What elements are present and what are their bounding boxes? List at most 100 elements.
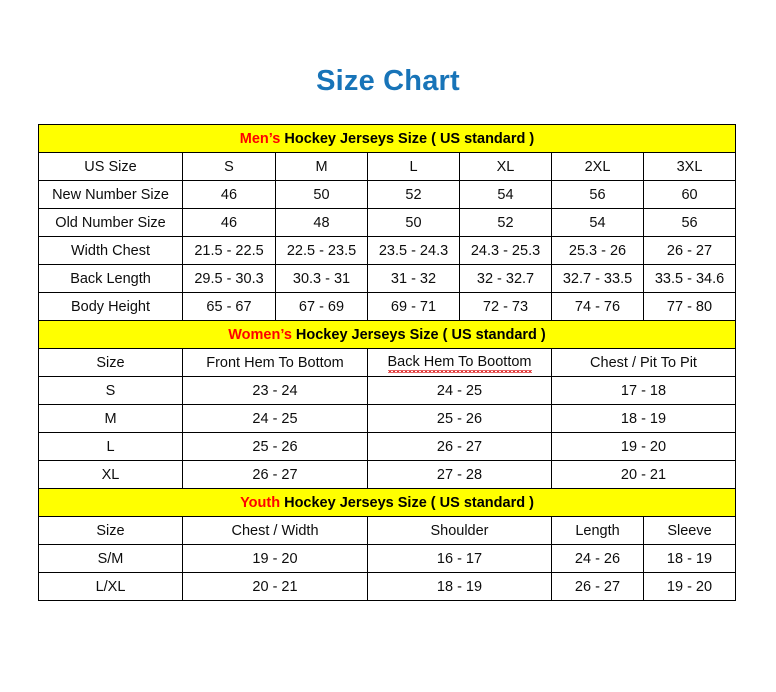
table-row: Back Length 29.5 - 30.3 30.3 - 31 31 - 3… [38,264,737,293]
womens-banner-accent: Women’s [228,326,292,343]
table-cell: 18 - 19 [367,572,552,601]
youth-header-chest-width: Chest / Width [182,516,368,545]
table-row: XL 26 - 27 27 - 28 20 - 21 [38,460,737,489]
table-cell: 26 - 27 [642,236,737,265]
mens-header-m: M [275,152,368,181]
mens-row-label-body-height: Body Height [38,292,183,321]
mens-banner-rest: Hockey Jerseys Size ( US standard ) [280,130,535,147]
table-cell: 22.5 - 23.5 [275,236,368,265]
mens-header-xl: XL [459,152,552,181]
table-cell: 31 - 32 [367,264,460,293]
table-cell: 18 - 19 [642,544,737,573]
table-cell: 21.5 - 22.5 [182,236,276,265]
table-cell: 20 - 21 [550,460,737,489]
mens-row-label-new-number-size: New Number Size [38,180,183,209]
table-cell: 26 - 27 [551,572,644,601]
mens-section-banner: Men’s Hockey Jerseys Size ( US standard … [37,124,737,153]
mens-header-us-size: US Size [38,152,183,181]
mens-row-label-old-number-size: Old Number Size [38,208,183,237]
table-cell: 25 - 26 [367,404,552,433]
table-row: S/M 19 - 20 16 - 17 24 - 26 18 - 19 [38,544,737,573]
table-cell: 65 - 67 [182,292,276,321]
size-chart-table: Men’s Hockey Jerseys Size ( US standard … [37,124,737,601]
womens-row-label-xl: XL [38,460,183,489]
table-cell: 50 [275,180,368,209]
table-cell: 23.5 - 24.3 [367,236,460,265]
table-cell: 32 - 32.7 [459,264,552,293]
womens-header-row: Size Front Hem To Bottom Back Hem To Boo… [38,348,737,377]
table-cell: 48 [275,208,368,237]
mens-row-label-width-chest: Width Chest [38,236,183,265]
womens-row-label-s: S [38,376,183,405]
table-cell: 24.3 - 25.3 [459,236,552,265]
table-cell: 69 - 71 [367,292,460,321]
youth-banner-accent: Youth [240,494,281,511]
table-cell: 20 - 21 [182,572,368,601]
misspelled-word: Back Hem To Boottom [387,354,532,373]
womens-banner-rest: Hockey Jerseys Size ( US standard ) [291,326,546,343]
table-row: L/XL 20 - 21 18 - 19 26 - 27 19 - 20 [38,572,737,601]
table-cell: 67 - 69 [275,292,368,321]
youth-header-length: Length [551,516,644,545]
womens-header-back-hem-to-boottom: Back Hem To Boottom [367,348,552,377]
table-cell: 19 - 20 [642,572,737,601]
table-cell: 60 [642,180,737,209]
table-cell: 25.3 - 26 [551,236,644,265]
table-cell: 52 [459,208,552,237]
table-cell: 16 - 17 [367,544,552,573]
womens-header-size: Size [38,348,183,377]
youth-header-shoulder: Shoulder [367,516,552,545]
mens-header-row: US Size S M L XL 2XL 3XL [38,152,737,181]
youth-header-sleeve: Sleeve [642,516,737,545]
table-row: S 23 - 24 24 - 25 17 - 18 [38,376,737,405]
table-cell: 46 [182,208,276,237]
mens-header-3xl: 3XL [642,152,737,181]
youth-header-size: Size [38,516,183,545]
table-cell: 25 - 26 [182,432,368,461]
table-cell: 27 - 28 [367,460,552,489]
table-cell: 23 - 24 [182,376,368,405]
table-cell: 19 - 20 [182,544,368,573]
table-cell: 26 - 27 [182,460,368,489]
table-cell: 33.5 - 34.6 [642,264,737,293]
table-cell: 29.5 - 30.3 [182,264,276,293]
table-row: M 24 - 25 25 - 26 18 - 19 [38,404,737,433]
table-cell: 32.7 - 33.5 [551,264,644,293]
womens-banner-row: Women’s Hockey Jerseys Size ( US standar… [37,320,737,349]
table-cell: 56 [551,180,644,209]
womens-header-chest-pit-to-pit: Chest / Pit To Pit [550,348,737,377]
size-chart-table-wrapper: Men’s Hockey Jerseys Size ( US standard … [37,124,737,601]
table-cell: 30.3 - 31 [275,264,368,293]
table-row: Width Chest 21.5 - 22.5 22.5 - 23.5 23.5… [38,236,737,265]
youth-row-label-lxl: L/XL [38,572,183,601]
table-row: Old Number Size 46 48 50 52 54 56 [38,208,737,237]
table-cell: 26 - 27 [367,432,552,461]
mens-header-s: S [182,152,276,181]
youth-section-banner: Youth Hockey Jerseys Size ( US standard … [37,488,737,517]
youth-header-row: Size Chest / Width Shoulder Length Sleev… [38,516,737,545]
table-cell: 56 [642,208,737,237]
table-cell: 24 - 26 [551,544,644,573]
womens-header-front-hem-to-bottom: Front Hem To Bottom [182,348,368,377]
mens-header-2xl: 2XL [551,152,644,181]
table-cell: 74 - 76 [551,292,644,321]
mens-banner-row: Men’s Hockey Jerseys Size ( US standard … [37,124,737,153]
table-cell: 77 - 80 [642,292,737,321]
womens-section-banner: Women’s Hockey Jerseys Size ( US standar… [37,320,737,349]
table-cell: 18 - 19 [550,404,737,433]
table-cell: 46 [182,180,276,209]
table-row: Body Height 65 - 67 67 - 69 69 - 71 72 -… [38,292,737,321]
youth-banner-row: Youth Hockey Jerseys Size ( US standard … [37,488,737,517]
womens-row-label-m: M [38,404,183,433]
table-row: New Number Size 46 50 52 54 56 60 [38,180,737,209]
mens-header-l: L [367,152,460,181]
table-cell: 24 - 25 [367,376,552,405]
youth-banner-rest: Hockey Jerseys Size ( US standard ) [280,494,534,511]
table-row: L 25 - 26 26 - 27 19 - 20 [38,432,737,461]
youth-row-label-sm: S/M [38,544,183,573]
table-cell: 19 - 20 [550,432,737,461]
table-cell: 54 [551,208,644,237]
mens-banner-accent: Men’s [239,130,281,147]
mens-row-label-back-length: Back Length [38,264,183,293]
